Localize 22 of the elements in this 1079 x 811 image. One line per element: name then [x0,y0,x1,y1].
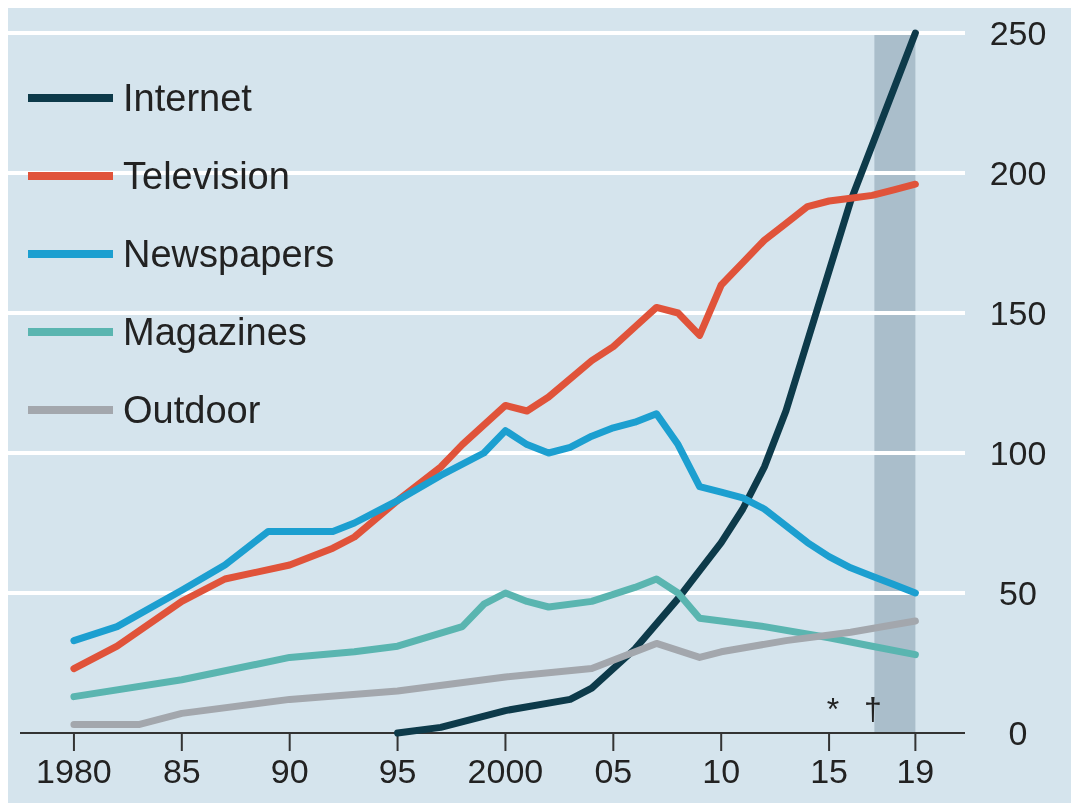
x-tick-label: 85 [162,752,201,790]
legend-label: Newspapers [123,233,335,275]
y-tick-label: 150 [989,294,1047,332]
y-tick-label: 200 [989,154,1047,192]
x-tick-label: 19 [896,752,935,790]
legend-label: Outdoor [123,389,261,431]
x-tick-label: 05 [594,752,633,790]
y-tick-label: 50 [999,574,1037,612]
x-tick-label: 90 [270,752,309,790]
y-tick-label: 0 [1008,714,1028,752]
x-tick-label: 2000 [467,752,544,790]
x-tick-label: 15 [810,752,848,790]
legend-label: Magazines [123,311,307,353]
legend-label: Internet [123,77,253,119]
legend-label: Television [123,155,290,197]
x-tick-label: 95 [378,752,417,790]
annotation: † [864,691,882,727]
y-tick-label: 250 [989,14,1047,52]
y-tick-label: 100 [989,434,1047,472]
x-tick-label: 10 [702,752,741,790]
x-tick-label: 1980 [36,752,112,790]
annotation: * [826,691,840,727]
